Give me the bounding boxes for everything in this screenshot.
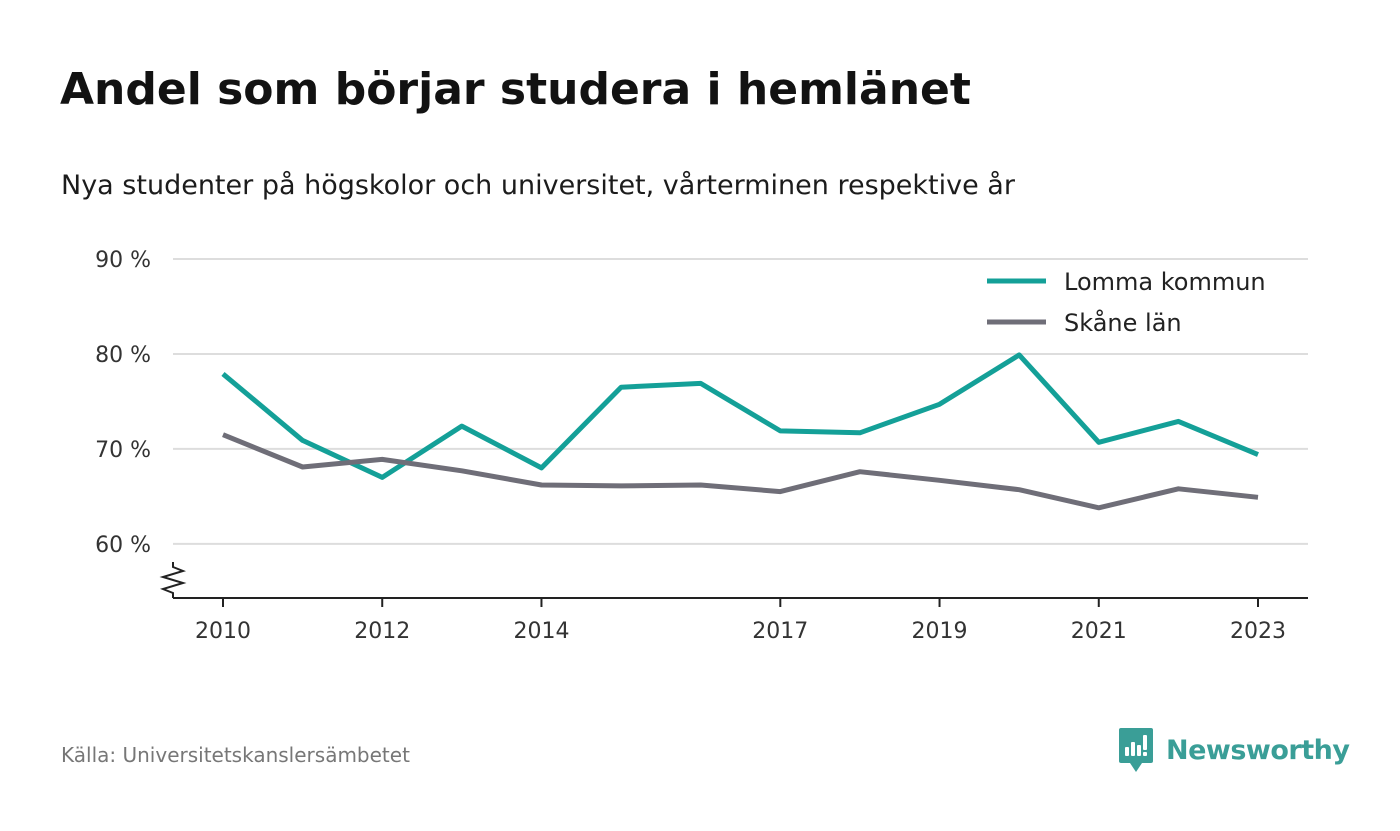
y-tick-label: 60 % xyxy=(95,533,151,558)
data-point xyxy=(1016,352,1022,358)
x-tick-label: 2019 xyxy=(912,619,968,644)
gridlines xyxy=(173,258,1308,545)
series-lines xyxy=(220,352,1261,511)
data-point xyxy=(1255,452,1261,458)
data-point xyxy=(220,432,226,438)
legend-background xyxy=(978,261,1300,343)
series-line-2 xyxy=(222,432,1259,511)
source-note: Källa: Universitetskanslersämbetet xyxy=(61,743,410,767)
data-point xyxy=(1255,494,1261,500)
data-point xyxy=(618,483,624,489)
data-point xyxy=(379,474,385,480)
brand-name: Newsworthy xyxy=(1166,734,1350,766)
legend: Lomma kommun Skåne län xyxy=(978,261,1300,343)
x-tick-label: 2021 xyxy=(1071,619,1127,644)
data-point xyxy=(538,482,544,488)
x-tick-label: 2017 xyxy=(752,619,808,644)
data-point xyxy=(1096,505,1102,511)
data-point xyxy=(1016,487,1022,493)
data-point xyxy=(300,464,306,470)
y-tick-label: 90 % xyxy=(95,248,151,273)
chart-subtitle: Nya studenter på högskolor och universit… xyxy=(61,170,1015,201)
data-point xyxy=(857,430,863,436)
series-line-1 xyxy=(221,352,1259,480)
data-point xyxy=(937,477,943,483)
data-point xyxy=(379,456,385,462)
data-point xyxy=(857,469,863,475)
x-tick-label: 2012 xyxy=(354,619,410,644)
x-tick-label: 2023 xyxy=(1230,619,1286,644)
data-point xyxy=(1096,439,1102,445)
data-point xyxy=(220,371,226,377)
data-point xyxy=(698,380,704,386)
data-point xyxy=(300,437,306,443)
data-point xyxy=(1175,418,1181,424)
y-axis-ticks: 90 % 80 % 70 % 60 % xyxy=(95,248,151,558)
line-chart: 90 % 80 % 70 % 60 % 2010 2012 2014 2017 2019 202… xyxy=(95,248,1308,644)
y-axis-break-icon xyxy=(159,562,187,598)
data-point xyxy=(698,482,704,488)
data-point xyxy=(777,489,783,495)
x-axis xyxy=(159,562,1308,599)
newsworthy-logo-icon xyxy=(1119,728,1153,772)
legend-label: Skåne län xyxy=(1064,308,1182,337)
y-tick-label: 80 % xyxy=(95,343,151,368)
data-point xyxy=(459,423,465,429)
x-axis-ticks: 2010 2012 2014 2017 2019 2021 2023 xyxy=(195,598,1286,644)
x-tick-label: 2010 xyxy=(195,619,251,644)
data-point xyxy=(1175,486,1181,492)
chart-title: Andel som börjar studera i hemlänet xyxy=(60,64,971,115)
data-point xyxy=(538,465,544,471)
data-point xyxy=(459,468,465,474)
legend-label: Lomma kommun xyxy=(1064,268,1266,296)
x-tick-label: 2014 xyxy=(513,619,569,644)
brand-logo: Newsworthy xyxy=(1118,726,1350,774)
data-point xyxy=(618,384,624,390)
logo-badge xyxy=(1119,728,1153,772)
data-point xyxy=(777,428,783,434)
y-tick-label: 70 % xyxy=(95,438,151,463)
data-point xyxy=(937,401,943,407)
